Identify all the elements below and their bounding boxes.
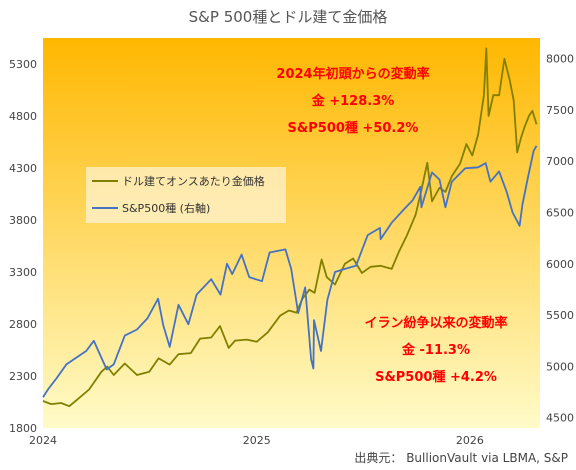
gold-price-line — [42, 47, 538, 408]
x-tick-label: 2026 — [456, 434, 484, 447]
annotation-line: イラン紛争以来の変動率 — [364, 315, 507, 331]
right-tick-label: 7000 — [546, 155, 574, 168]
annotation-line: S&P500種 +50.2% — [288, 120, 419, 136]
left-tick-label: 4300 — [9, 162, 37, 175]
left-axis: 1800 2300 2800 3300 3800 4300 4800 5300 — [9, 58, 37, 435]
right-tick-label: 7500 — [546, 104, 574, 117]
x-axis: 2024 2025 2026 — [29, 434, 484, 447]
left-tick-label: 3300 — [9, 266, 37, 279]
legend-entry: S&P500種 (右軸) — [122, 201, 210, 215]
chart-title: S&P 500種とドル建て金価格 — [189, 8, 388, 26]
annotation-line: 金 +128.3% — [311, 93, 395, 109]
left-tick-label: 4800 — [9, 110, 37, 123]
annotation-line: 金 -11.3% — [401, 342, 470, 358]
right-tick-label: 5000 — [546, 360, 574, 373]
legend-box — [86, 167, 286, 223]
right-axis: 4500 5000 5500 6000 6500 7000 7500 8000 — [546, 53, 574, 425]
series-layer — [42, 47, 538, 408]
left-tick-label: 3800 — [9, 214, 37, 227]
legend-entry: ドル建てオンスあたり金価格 — [122, 174, 265, 188]
sp500-line — [42, 145, 538, 398]
right-tick-label: 6500 — [546, 206, 574, 219]
left-tick-label: 1800 — [9, 422, 37, 435]
source-note: 出典元： BullionVault via LBMA, S&P — [354, 451, 568, 465]
right-tick-label: 6000 — [546, 258, 574, 271]
x-tick-label: 2024 — [29, 434, 57, 447]
left-tick-label: 2800 — [9, 318, 37, 331]
annotation-line: S&P500種 +4.2% — [375, 369, 497, 385]
plot-area — [43, 38, 540, 428]
annotation-line: 2024年初頭からの変動率 — [276, 66, 429, 82]
right-tick-label: 4500 — [546, 412, 574, 425]
right-tick-label: 5500 — [546, 309, 574, 322]
x-tick-label: 2025 — [243, 434, 271, 447]
right-tick-label: 8000 — [546, 53, 574, 66]
left-tick-label: 2300 — [9, 370, 37, 383]
legend: ドル建てオンスあたり金価格 S&P500種 (右軸) — [86, 167, 286, 223]
left-tick-label: 5300 — [9, 58, 37, 71]
